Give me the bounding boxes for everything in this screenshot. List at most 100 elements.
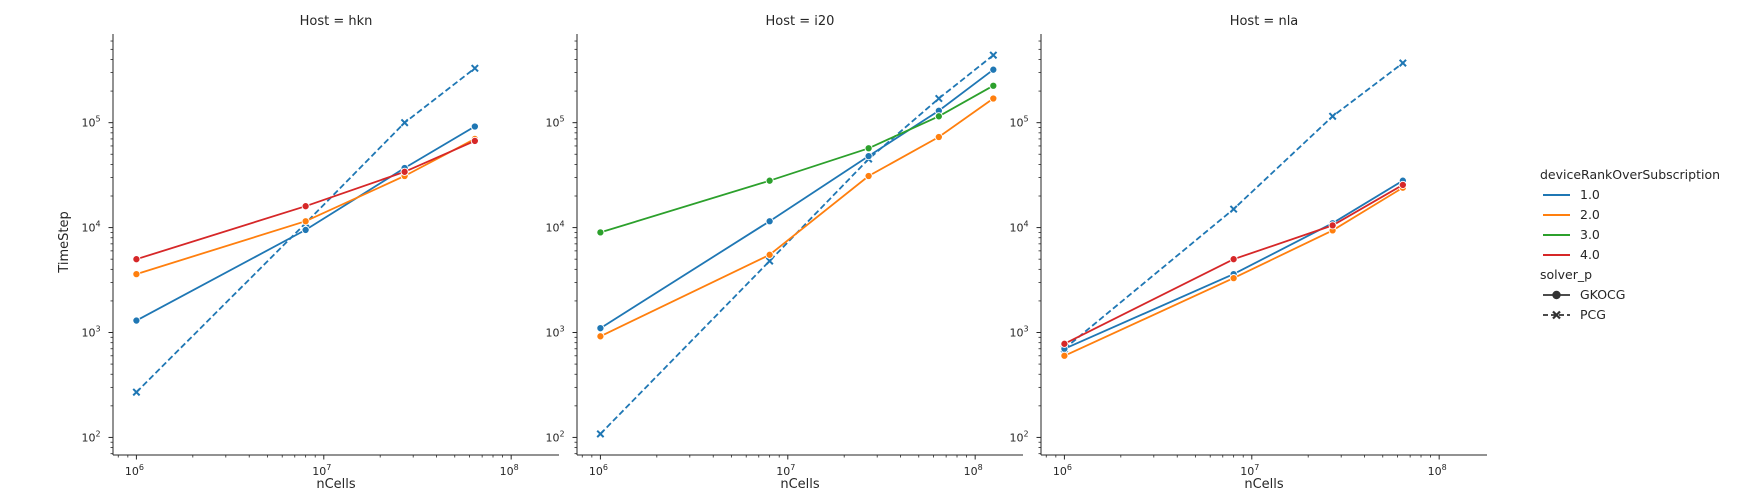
data-point bbox=[989, 65, 998, 74]
series-1-0-gkocg bbox=[1060, 176, 1407, 353]
data-point-x bbox=[596, 430, 605, 438]
x-tick-label: 106 bbox=[589, 463, 608, 478]
series-line bbox=[1063, 62, 1404, 350]
panel-1: Host = hkn 106 107 108 102 103 104 105 nCells bbox=[81, 14, 559, 492]
data-point-x bbox=[1328, 112, 1337, 121]
series-line bbox=[1064, 179, 1404, 350]
y-tick-label: 103 bbox=[1009, 325, 1028, 340]
x-tick-label: 108 bbox=[1428, 463, 1447, 478]
data-point-x bbox=[934, 94, 943, 103]
data-point bbox=[934, 112, 943, 121]
legend-label: 3.0 bbox=[1580, 227, 1600, 242]
x-tick-label: 106 bbox=[1053, 463, 1072, 478]
series-line bbox=[136, 140, 476, 261]
legend-item-3-0: 3.0 bbox=[1543, 227, 1600, 242]
data-point bbox=[132, 270, 141, 279]
data-point-x bbox=[470, 64, 479, 73]
data-point bbox=[1060, 351, 1069, 360]
data-point bbox=[596, 228, 605, 237]
data-point bbox=[400, 167, 409, 176]
y-tick-label: 102 bbox=[545, 429, 564, 444]
data-point bbox=[864, 171, 873, 181]
panel-title: Host = hkn bbox=[300, 14, 373, 29]
x-tick-label: 108 bbox=[500, 463, 519, 478]
data-point-x bbox=[765, 257, 774, 265]
data-point bbox=[132, 255, 141, 264]
x-axis-label: nCells bbox=[316, 477, 356, 492]
panel-3: Host = nla 106 107 108 102 103 104 105 nCells bbox=[1009, 14, 1487, 492]
x-tick-label: 106 bbox=[125, 463, 144, 478]
legend-label: 2.0 bbox=[1580, 207, 1600, 222]
x-tick-label: 107 bbox=[1240, 463, 1259, 478]
data-point bbox=[1398, 180, 1407, 189]
series-2-0-gkocg bbox=[596, 94, 998, 341]
data-point bbox=[596, 332, 605, 341]
data-point bbox=[989, 81, 998, 90]
y-tick-label: 105 bbox=[81, 115, 100, 130]
series-4-0-gkocg bbox=[132, 136, 479, 264]
series-line bbox=[599, 54, 994, 435]
x-axis-label: nCells bbox=[780, 477, 820, 492]
x-tick-label: 108 bbox=[964, 463, 983, 478]
y-tick-label: 102 bbox=[81, 429, 100, 444]
x-tick-label: 107 bbox=[776, 463, 795, 478]
legend-item-gkocg: GKOCG bbox=[1543, 287, 1625, 302]
y-tick-label: 104 bbox=[81, 220, 100, 235]
panel-title: Host = i20 bbox=[766, 14, 835, 29]
data-point-x bbox=[1398, 59, 1407, 67]
panel-title: Host = nla bbox=[1230, 14, 1299, 29]
legend-hue-title: deviceRankOverSubscription bbox=[1540, 167, 1720, 182]
data-point-x bbox=[132, 388, 141, 397]
data-point-x bbox=[1229, 205, 1238, 214]
data-point bbox=[765, 217, 774, 226]
legend-item-2-0: 2.0 bbox=[1543, 207, 1600, 222]
data-point bbox=[989, 94, 998, 103]
series-line bbox=[600, 97, 994, 338]
data-point bbox=[301, 225, 310, 234]
data-point bbox=[470, 122, 479, 131]
x-axis-label: nCells bbox=[1244, 477, 1284, 492]
data-point bbox=[864, 152, 873, 161]
data-point bbox=[301, 202, 310, 211]
y-tick-label: 103 bbox=[81, 325, 100, 340]
data-point bbox=[934, 132, 943, 142]
y-tick-label: 103 bbox=[545, 325, 564, 340]
y-tick-label: 104 bbox=[545, 220, 564, 235]
y-tick-label: 104 bbox=[1009, 220, 1028, 235]
x-tick-label: 107 bbox=[312, 463, 331, 478]
legend: deviceRankOverSubscription 1.0 2.0 3.0 4.0 so… bbox=[1540, 167, 1720, 322]
data-point bbox=[470, 136, 479, 145]
data-point bbox=[765, 176, 774, 185]
legend-style-title: solver_p bbox=[1540, 267, 1592, 282]
series-1-0-gkocg bbox=[596, 65, 998, 333]
y-tick-label: 102 bbox=[1009, 429, 1028, 444]
data-point-x bbox=[989, 51, 998, 60]
legend-label: GKOCG bbox=[1580, 287, 1625, 302]
data-point bbox=[1328, 221, 1337, 230]
data-point bbox=[1060, 339, 1069, 348]
panel-2: Host = i20 106 107 108 102 103 104 105 nCells bbox=[545, 14, 1023, 492]
y-axis-label: TimeStep bbox=[57, 211, 72, 273]
series-line bbox=[1063, 184, 1404, 345]
legend-item-4-0: 4.0 bbox=[1543, 247, 1600, 262]
data-point bbox=[765, 250, 774, 259]
data-point bbox=[132, 316, 141, 325]
series-1-0-pcg bbox=[1060, 59, 1407, 353]
legend-label: 1.0 bbox=[1580, 187, 1600, 202]
data-point bbox=[864, 144, 873, 153]
data-point bbox=[596, 324, 605, 333]
data-point bbox=[1229, 255, 1238, 264]
series-line bbox=[600, 84, 994, 234]
legend-marker-circle bbox=[1552, 290, 1561, 300]
data-point bbox=[301, 217, 310, 226]
series-line bbox=[599, 68, 994, 329]
legend-marker-x bbox=[1552, 310, 1561, 320]
series-line bbox=[136, 138, 476, 275]
legend-item-pcg: PCG bbox=[1543, 307, 1606, 322]
series-1-0-pcg bbox=[132, 64, 479, 397]
legend-label: 4.0 bbox=[1580, 247, 1600, 262]
legend-label: PCG bbox=[1580, 307, 1606, 322]
data-point bbox=[1229, 274, 1238, 283]
